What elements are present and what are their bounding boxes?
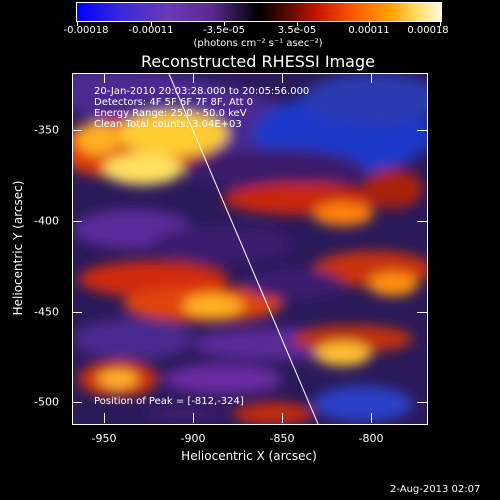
colorbar-tick-label: -3.5e-05 [203, 25, 245, 36]
x-tick [104, 73, 105, 83]
y-tick [417, 312, 427, 313]
x-tick-label: -800 [358, 432, 384, 445]
time-range-label: 20-Jan-2010 20:03:28.000 to 20:05:56.000 [94, 86, 310, 97]
colorbar-tick-label: 3.5e-05 [277, 25, 317, 36]
y-tick-label: -450 [34, 305, 59, 319]
y-tick [417, 221, 427, 222]
colorbar-units: (photons cm⁻² s⁻¹ asec⁻²) [193, 38, 323, 49]
clean-counts-label: Clean Total counts: 3.04E+03 [94, 119, 242, 130]
y-tick-label: -500 [34, 395, 59, 409]
y-tick-label: -400 [34, 214, 59, 228]
y-tick [417, 402, 427, 403]
image-plot: 20-Jan-2010 20:03:28.000 to 20:05:56.000… [72, 73, 428, 425]
colorbar-tick [151, 22, 152, 26]
image-title: Reconstructed RHESSI Image [141, 52, 375, 71]
x-tick-label: -900 [180, 432, 206, 445]
y-tick-label: -350 [34, 123, 59, 137]
y-tick [72, 130, 82, 131]
y-tick [417, 130, 427, 131]
x-tick [193, 73, 194, 83]
colorbar-tick-label: 0.00011 [348, 25, 390, 36]
detectors-label: Detectors: 4F 5F 6F 7F 8F, Att 0 [94, 97, 254, 108]
peak-position-label: Position of Peak = [-812,-324] [94, 396, 244, 407]
colorbar-tick-label: -0.00018 [63, 25, 109, 36]
colorbar-tick [224, 22, 225, 26]
x-axis-label: Heliocentric X (arcsec) [181, 449, 317, 463]
colorbar-tick [440, 22, 441, 26]
y-tick [72, 312, 82, 313]
colorbar-tick [297, 22, 298, 26]
x-tick [282, 413, 283, 423]
colorbar-tick-label: 0.00018 [407, 25, 449, 36]
x-tick [282, 73, 283, 83]
y-tick [72, 402, 82, 403]
x-tick [104, 413, 105, 423]
rhessi-map [73, 74, 427, 424]
energy-range-label: Energy Range: 25.0 - 50.0 keV [94, 108, 247, 119]
x-tick-label: -950 [91, 432, 117, 445]
y-tick [72, 221, 82, 222]
colorbar [76, 2, 442, 22]
colorbar-tick-label: -0.00011 [128, 25, 174, 36]
solar-limb-line [168, 74, 319, 424]
x-tick [371, 73, 372, 83]
colorbar-tick [77, 22, 78, 26]
colorbar-tick [369, 22, 370, 26]
x-tick-label: -850 [269, 432, 295, 445]
creation-timestamp: 2-Aug-2013 02:07 [390, 484, 481, 495]
y-axis-label: Heliocentric Y (arcsec) [11, 180, 25, 316]
x-tick [371, 413, 372, 423]
x-tick [193, 413, 194, 423]
